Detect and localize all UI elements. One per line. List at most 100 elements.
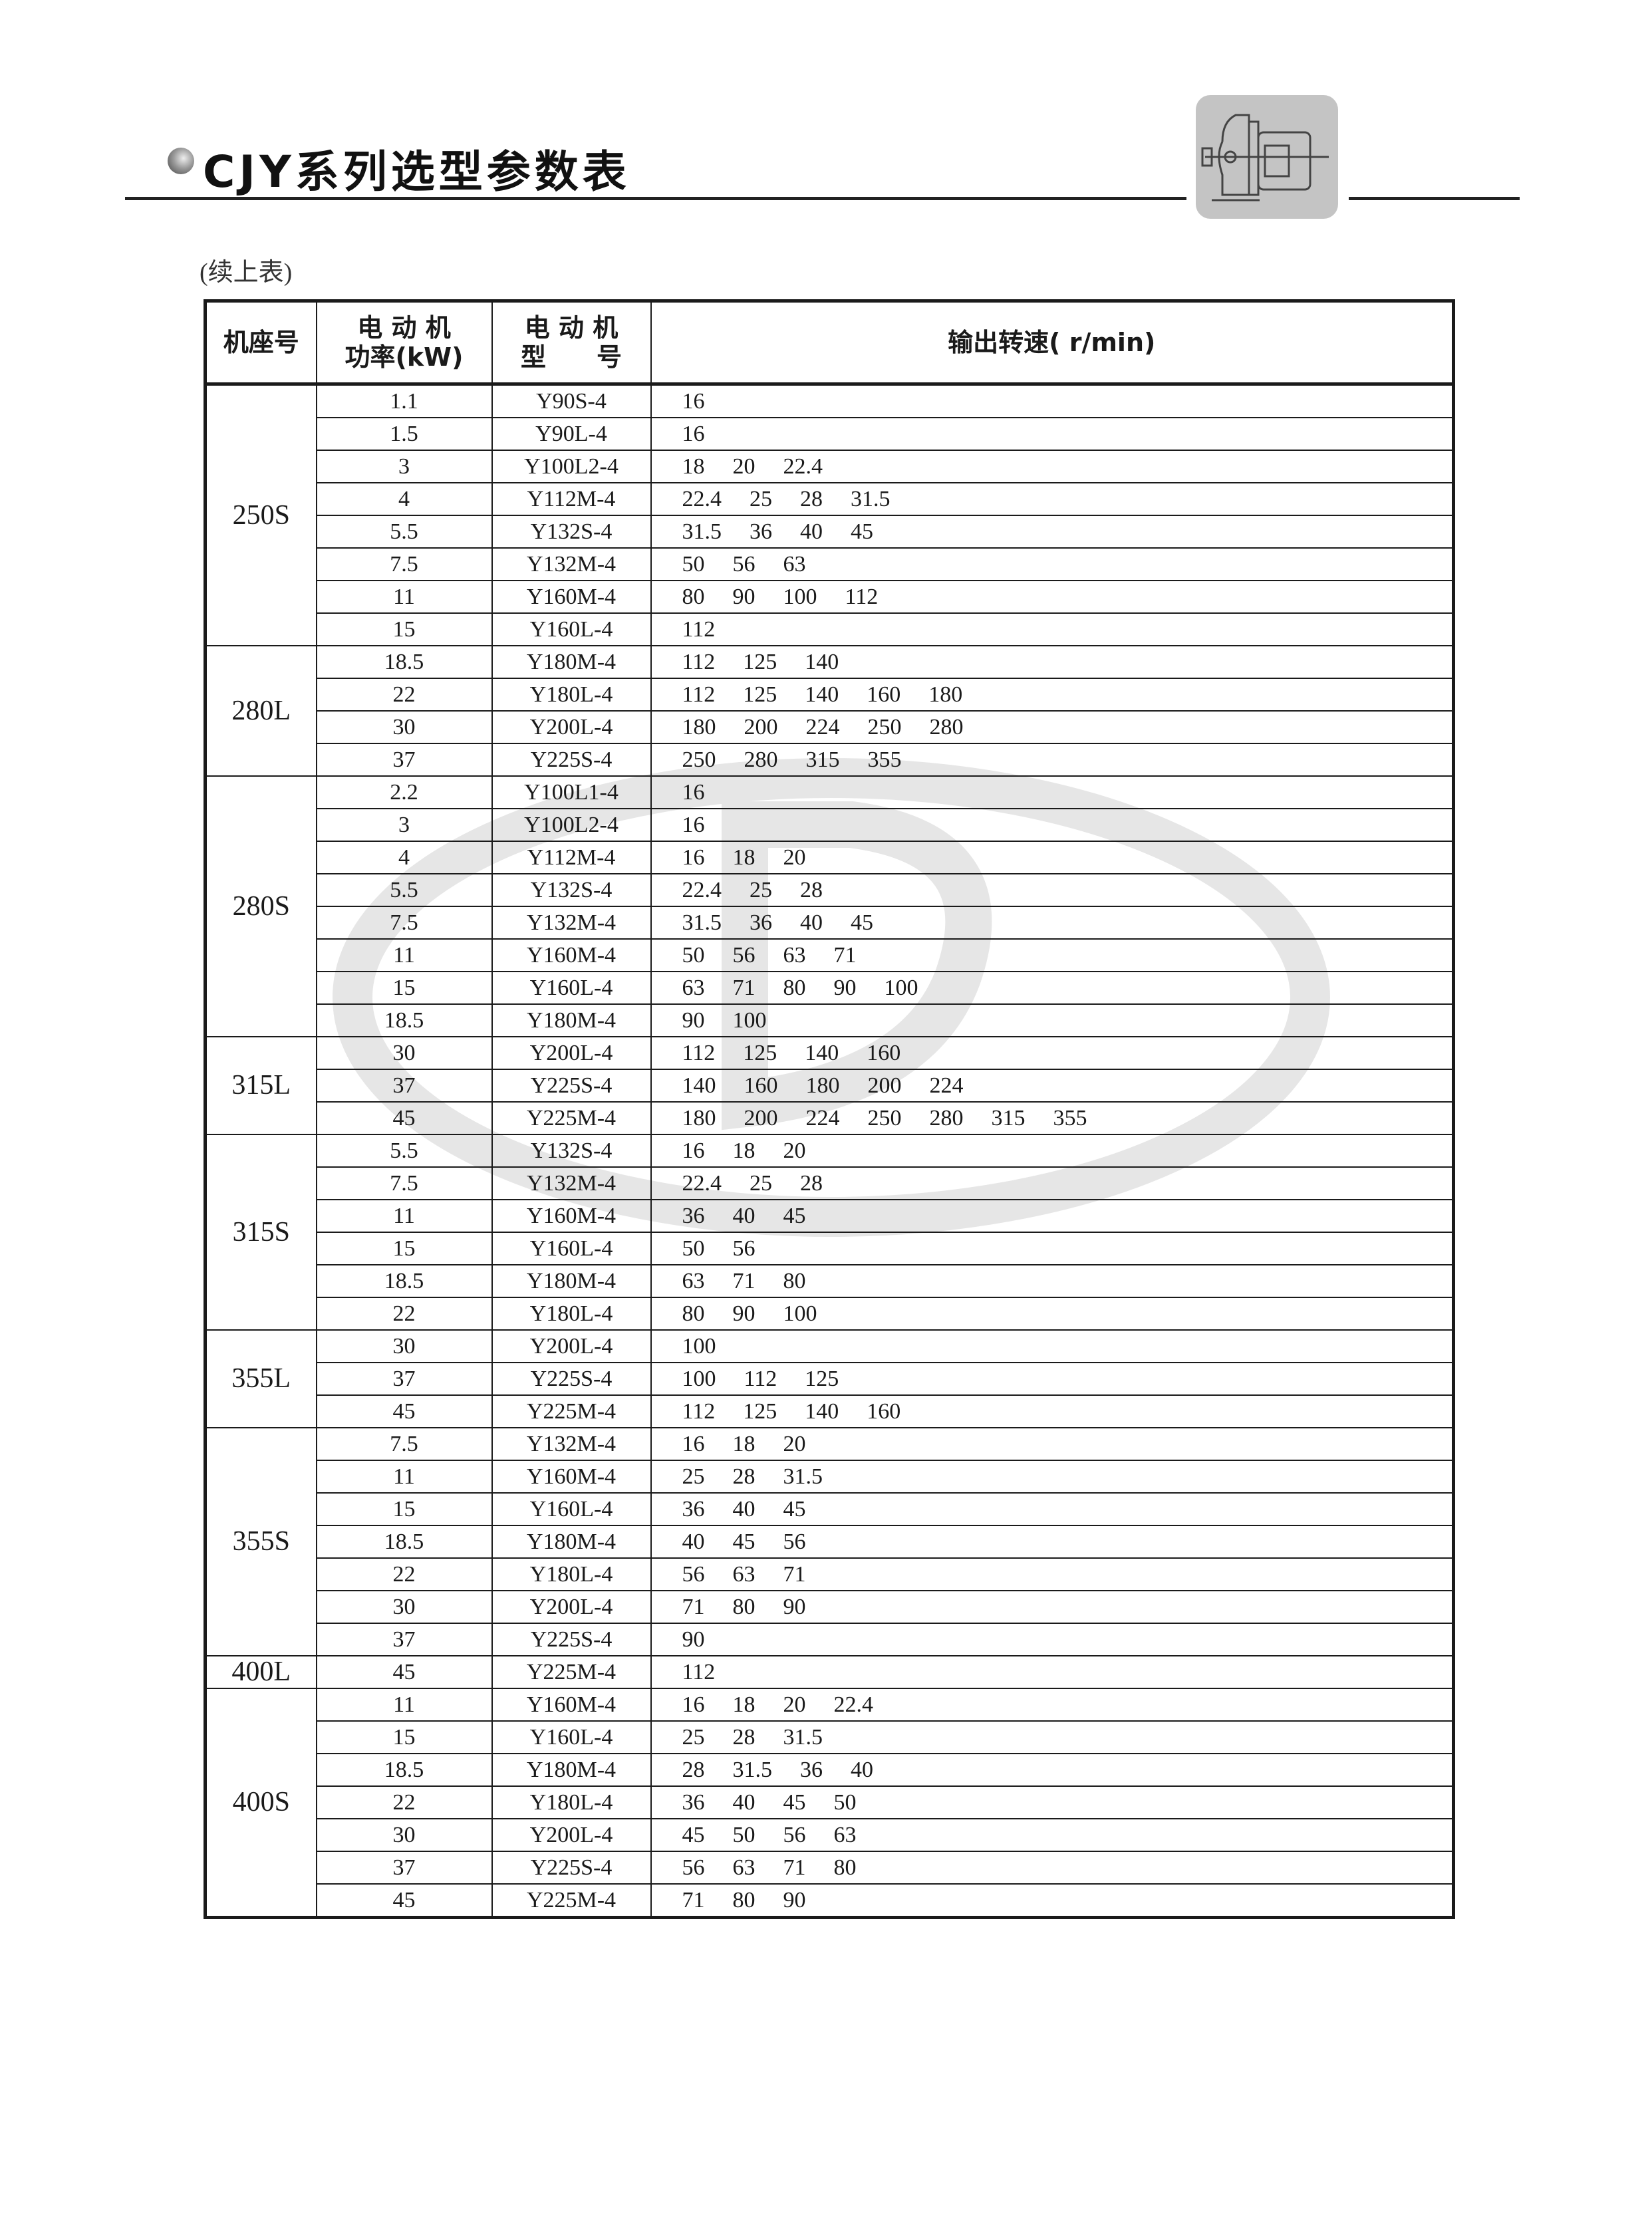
frame-cell: 400S — [204, 1688, 317, 1918]
power-cell: 3 — [315, 450, 493, 483]
column-header-speed: 输出转速( r/min) — [650, 300, 1454, 385]
output-speed-cell: 16 — [650, 808, 1454, 842]
power-cell: 2.2 — [315, 775, 493, 809]
speed-value: 40 — [732, 1790, 756, 1815]
speed-value: 63 — [732, 1855, 756, 1880]
output-speed-cell: 80 90 100 — [650, 1297, 1454, 1331]
speed-value: 50 — [682, 1236, 705, 1261]
motor-model-cell: Y180M-4 — [491, 645, 652, 679]
table-row: 15 Y160L-4 25 28 31.5 — [206, 1720, 1454, 1754]
frame-cell: 355L — [204, 1329, 317, 1428]
power-cell: 11 — [315, 580, 493, 614]
title-bullet-icon — [168, 148, 194, 174]
speed-value: 20 — [732, 454, 756, 479]
table-row: 37 Y225S-4 100 112 125 — [206, 1362, 1454, 1396]
speed-value: 16 — [682, 389, 705, 414]
table-row: 37 Y225S-4 56 63 71 80 — [206, 1851, 1454, 1885]
speed-value: 36 — [750, 519, 772, 544]
speed-value: 224 — [805, 715, 840, 739]
motor-model-cell: Y160L-4 — [491, 612, 652, 646]
power-cell: 5.5 — [315, 873, 493, 907]
table-row: 15 Y160L-4 63 71 80 90 100 — [206, 971, 1454, 1005]
table-row: 45 Y225M-4 112 125 140 160 — [206, 1394, 1454, 1428]
table-row: 1.5 Y90L-4 16 — [206, 417, 1454, 451]
speed-value: 140 — [682, 1073, 716, 1098]
output-speed-cell: 50 56 63 — [650, 547, 1454, 581]
table-row: 37 Y225S-4 140 160 180 200 224 — [206, 1069, 1454, 1103]
motor-model-cell: Y160M-4 — [491, 938, 652, 972]
speed-value: 315 — [991, 1106, 1026, 1130]
speed-value: 112 — [682, 682, 716, 707]
speed-value: 36 — [682, 1204, 705, 1228]
speed-value: 28 — [800, 878, 823, 902]
speed-value: 56 — [732, 1236, 756, 1261]
speed-value: 112 — [744, 1367, 777, 1391]
frame-cell: 400L — [204, 1655, 317, 1689]
speed-value: 45 — [851, 519, 873, 544]
speed-value: 80 — [682, 1301, 705, 1326]
table-row: 37 Y225S-4 250 280 315 355 — [206, 743, 1454, 777]
speed-value: 112 — [682, 617, 716, 642]
output-speed-cell: 45 50 56 63 — [650, 1818, 1454, 1852]
motor-model-cell: Y112M-4 — [491, 482, 652, 516]
motor-model-cell: Y180L-4 — [491, 1297, 652, 1331]
speed-value: 125 — [743, 1399, 777, 1424]
column-header-model: 电 动 机型 号 — [491, 300, 652, 385]
power-cell: 11 — [315, 1688, 493, 1722]
table-row: 400L 45 Y225M-4 112 — [204, 1655, 1454, 1689]
power-cell: 11 — [315, 938, 493, 972]
speed-value: 140 — [805, 682, 839, 707]
speed-value: 160 — [867, 682, 901, 707]
power-cell: 15 — [315, 971, 493, 1005]
motor-model-cell: Y132M-4 — [491, 547, 652, 581]
table-row: 11 Y160M-4 36 40 45 — [206, 1199, 1454, 1233]
output-speed-cell: 50 56 63 71 — [650, 938, 1454, 972]
speed-value: 20 — [783, 845, 806, 870]
speed-value: 18 — [732, 1692, 756, 1717]
table-row: 18.5 Y180M-4 63 71 80 — [206, 1264, 1454, 1298]
power-cell: 45 — [315, 1394, 493, 1428]
power-cell: 5.5 — [315, 515, 493, 549]
output-speed-cell: 112 — [650, 612, 1454, 646]
table-row: 355S 7.5 Y132M-4 16 18 20 — [204, 1427, 1454, 1656]
frame-cell: 280S — [204, 775, 317, 1037]
motor-model-cell: Y225S-4 — [491, 1851, 652, 1885]
motor-model-cell: Y200L-4 — [491, 1818, 652, 1852]
power-cell: 11 — [315, 1460, 493, 1494]
motor-model-cell: Y225S-4 — [491, 1362, 652, 1396]
motor-model-cell: Y160L-4 — [491, 1232, 652, 1265]
speed-value: 100 — [682, 1334, 716, 1359]
speed-value: 25 — [750, 487, 772, 511]
power-cell: 45 — [315, 1883, 493, 1918]
motor-model-cell: Y200L-4 — [491, 1590, 652, 1624]
model-header-line2: 型 号 — [520, 342, 622, 372]
table-row: 5.5 Y132S-4 31.5 36 40 45 — [206, 515, 1454, 549]
speed-value: 40 — [732, 1204, 756, 1228]
output-speed-cell: 180 200 224 250 280 315 355 — [650, 1101, 1454, 1135]
table-row: 4 Y112M-4 22.4 25 28 31.5 — [206, 482, 1454, 516]
power-cell: 7.5 — [315, 1427, 493, 1461]
output-speed-cell: 112 125 140 160 180 — [650, 678, 1454, 712]
speed-value: 71 — [732, 976, 756, 1000]
table-row: 22 Y180L-4 80 90 100 — [206, 1297, 1454, 1331]
speed-value: 63 — [682, 1269, 705, 1293]
column-header-frame: 机座号 — [204, 300, 317, 385]
power-header-line1: 电 动 机 — [357, 313, 451, 342]
table-row: 7.5 Y132M-4 50 56 63 — [206, 547, 1454, 581]
motor-model-cell: Y225S-4 — [491, 1069, 652, 1103]
speed-value: 63 — [783, 943, 806, 968]
output-speed-cell: 112 — [650, 1655, 1454, 1689]
output-speed-cell: 16 18 20 — [650, 1134, 1454, 1168]
speed-value: 40 — [851, 1758, 873, 1782]
output-speed-cell: 112 125 140 160 — [650, 1394, 1454, 1428]
power-cell: 4 — [315, 482, 493, 516]
power-cell: 37 — [315, 1362, 493, 1396]
speed-value: 63 — [682, 976, 705, 1000]
power-cell: 15 — [315, 1720, 493, 1754]
motor-model-cell: Y90S-4 — [491, 383, 652, 418]
power-cell: 18.5 — [315, 1753, 493, 1787]
table-row: 18.5 Y180M-4 90 100 — [206, 1003, 1454, 1037]
speed-value: 90 — [783, 1595, 806, 1619]
power-cell: 4 — [315, 841, 493, 874]
speed-value: 100 — [682, 1367, 716, 1391]
